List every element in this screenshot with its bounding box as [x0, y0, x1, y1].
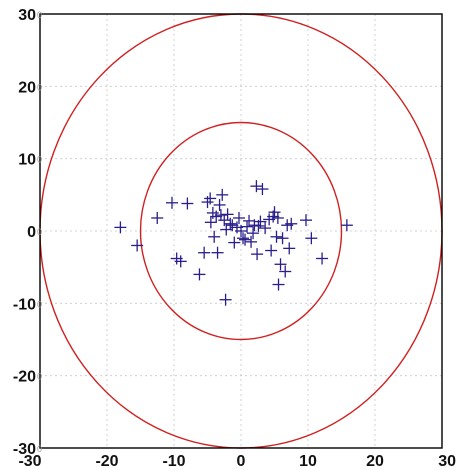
x-tick-label: 30	[438, 453, 456, 470]
svg-text:0: 0	[37, 372, 42, 382]
svg-text:-30: -30	[13, 441, 36, 458]
svg-text:-30: -30	[18, 453, 41, 470]
svg-text:0: 0	[27, 224, 36, 241]
data-point	[151, 211, 164, 224]
data-point	[239, 233, 252, 246]
svg-text:0: 0	[37, 299, 42, 309]
data-point	[181, 197, 194, 210]
svg-text:30: 30	[438, 453, 456, 470]
data-point	[241, 220, 254, 233]
data-point	[270, 230, 283, 243]
y-tick-label: 30 0	[18, 7, 42, 24]
scatter-points	[114, 180, 353, 306]
data-point	[114, 221, 127, 234]
data-point	[274, 258, 287, 271]
data-point	[245, 235, 258, 248]
data-point	[210, 210, 223, 223]
data-point	[226, 219, 239, 232]
grid-lines	[40, 14, 442, 448]
y-tick-label: -10 0	[13, 296, 42, 313]
data-point	[219, 293, 232, 306]
data-point	[250, 180, 263, 193]
data-point	[251, 248, 264, 261]
data-point	[193, 268, 206, 281]
data-point	[198, 246, 211, 259]
svg-text:0: 0	[37, 82, 42, 92]
data-point	[316, 252, 329, 265]
svg-text:20: 20	[18, 79, 36, 96]
svg-text:30: 30	[18, 7, 36, 24]
data-point	[247, 227, 260, 240]
svg-text:-10: -10	[162, 453, 185, 470]
data-point	[259, 222, 272, 235]
svg-text:10: 10	[18, 152, 36, 169]
x-tick-label: 10	[299, 453, 317, 470]
data-point	[213, 198, 226, 211]
data-point	[271, 211, 284, 224]
data-point	[221, 208, 234, 221]
data-point	[272, 278, 285, 291]
data-point	[299, 214, 312, 227]
data-point	[208, 230, 221, 243]
svg-text:10: 10	[299, 453, 317, 470]
data-point	[340, 219, 353, 232]
svg-text:20: 20	[366, 453, 384, 470]
data-point	[254, 215, 267, 228]
svg-text:0: 0	[37, 227, 42, 237]
x-tick-label: -30	[18, 453, 41, 470]
svg-text:-20: -20	[95, 453, 118, 470]
data-point	[237, 232, 250, 245]
x-tick-label: -10	[162, 453, 185, 470]
x-tick-label: -20	[95, 453, 118, 470]
data-point	[232, 211, 245, 224]
data-point	[256, 183, 269, 196]
data-point	[279, 265, 292, 278]
svg-text:-10: -10	[13, 296, 36, 313]
data-point	[211, 246, 224, 259]
svg-text:-20: -20	[13, 369, 36, 386]
data-point	[228, 236, 241, 249]
svg-text:0: 0	[237, 453, 246, 470]
data-point	[276, 232, 289, 245]
x-tick-label: 0	[237, 453, 246, 470]
data-point	[204, 192, 217, 205]
y-tick-label: -30 0	[13, 441, 42, 458]
data-point	[204, 216, 217, 229]
data-point	[283, 242, 296, 255]
data-point	[305, 232, 318, 245]
svg-text:0: 0	[37, 10, 42, 20]
data-point	[131, 239, 144, 252]
y-tick-labels: -30 0-20 0-10 00 010 020 030 0	[13, 7, 42, 458]
svg-text:0: 0	[37, 444, 42, 454]
inner-ring	[139, 121, 343, 341]
data-point	[265, 244, 278, 257]
y-tick-label: -20 0	[13, 369, 42, 386]
data-point	[174, 255, 187, 268]
data-point	[165, 196, 178, 209]
data-point	[285, 217, 298, 230]
y-tick-label: 20 0	[18, 79, 42, 96]
x-tick-label: 20	[366, 453, 384, 470]
y-tick-label: 10 0	[18, 152, 42, 169]
plot-frame	[39, 13, 443, 449]
data-point	[224, 217, 237, 230]
data-point	[235, 225, 247, 237]
data-point	[216, 188, 229, 201]
svg-text:0: 0	[37, 155, 42, 165]
x-tick-labels: -30 -20 -10 0 10 20 30	[18, 453, 456, 470]
